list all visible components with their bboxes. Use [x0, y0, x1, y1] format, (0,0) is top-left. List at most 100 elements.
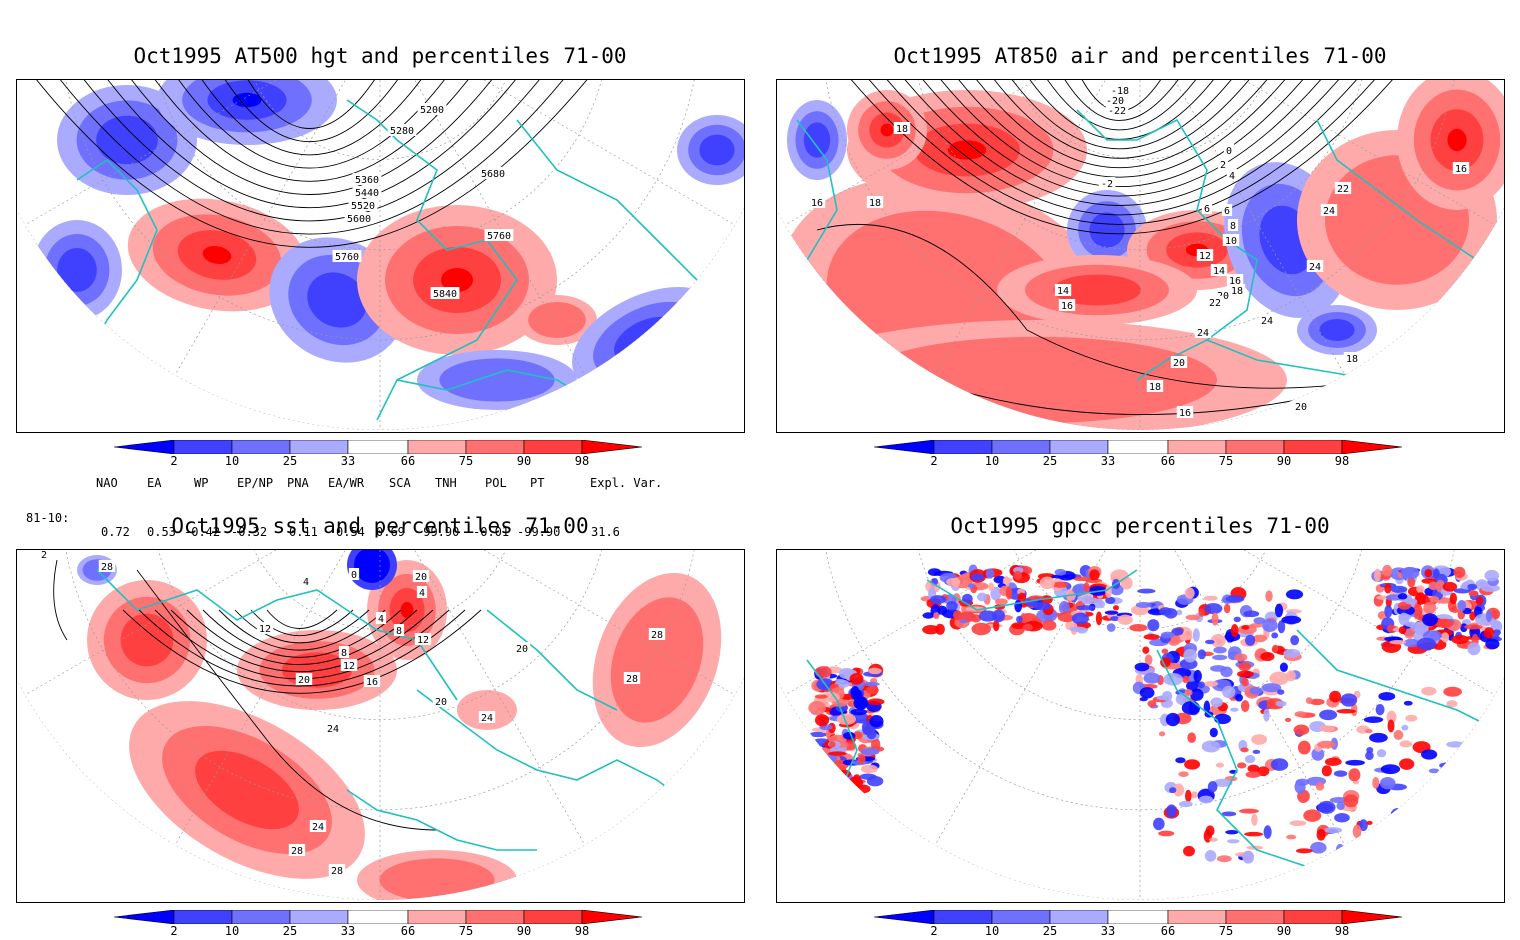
indices-header-row: NAO EA WP EP/NP PNA EA/WR SCA TNH POL PT Expl. Var… [0, 476, 760, 492]
colorbar-tick-label: 98 [574, 454, 590, 468]
svg-text:-18: -18 [1111, 86, 1129, 97]
colorbar-tick-label: 66 [1160, 924, 1176, 938]
svg-text:5360: 5360 [355, 175, 379, 186]
colorbar-tick-label: 33 [1100, 924, 1116, 938]
contour-label-sst: 24 [324, 722, 342, 735]
contour-label-air: 16 [1226, 274, 1244, 287]
svg-text:2: 2 [1220, 160, 1226, 171]
svg-text:5840: 5840 [433, 289, 457, 300]
svg-text:-20: -20 [1106, 96, 1124, 107]
index-header: Expl. Var. [590, 476, 663, 490]
contour-label-sst: 0 [348, 568, 360, 581]
svg-text:14: 14 [1213, 266, 1225, 277]
svg-text:12: 12 [417, 635, 429, 646]
contour-label-air: 16 [808, 196, 826, 209]
contour-label-hgt: 5440 [352, 186, 382, 199]
svg-text:18: 18 [1231, 286, 1243, 297]
indices-row-label: 81-10: [26, 511, 70, 525]
svg-text:24: 24 [1197, 328, 1209, 339]
svg-text:12: 12 [343, 661, 355, 672]
index-value: 0.11 [289, 525, 318, 539]
svg-text:22: 22 [1209, 298, 1221, 309]
contour-label-air: -20 [1103, 94, 1127, 107]
contour-label-sst: 4 [375, 612, 387, 625]
contour-label-air: 0 [1223, 144, 1235, 157]
svg-text:5520: 5520 [351, 201, 375, 212]
colorbar-tick-label: 2 [930, 924, 938, 938]
contour-label-sst: 4 [300, 575, 312, 588]
map-panel-sst: 2 28 4 0 20 4 8 4 12 8 12 20 16 12 20 24 24 20 28 28 24 28 28 [16, 549, 745, 903]
svg-text:12: 12 [1199, 251, 1211, 262]
contour-label-air: 18 [866, 196, 884, 209]
index-value: -0.01 [473, 525, 510, 539]
svg-text:24: 24 [327, 724, 339, 735]
contour-label-sst: 8 [393, 624, 405, 637]
contour-label-air: 16 [1452, 162, 1470, 175]
contour-label-air: 18 [1228, 284, 1246, 297]
colorbar-tick-label: 66 [400, 924, 416, 938]
contour-label-sst: 12 [414, 633, 432, 646]
contour-label-air: 14 [1054, 284, 1072, 297]
index-value: -0.42 [184, 525, 221, 539]
svg-text:0: 0 [351, 570, 357, 581]
contour-label-hgt: 5520 [348, 199, 378, 212]
contour-label-sst: 20 [295, 673, 313, 686]
index-header: SCA [389, 476, 411, 490]
svg-text:4: 4 [378, 614, 384, 625]
svg-text:20: 20 [298, 675, 310, 686]
contour-label-air: 20 [1170, 356, 1188, 369]
svg-text:5440: 5440 [355, 188, 379, 199]
svg-text:24: 24 [1261, 316, 1273, 327]
svg-text:-22: -22 [1108, 106, 1126, 117]
svg-text:5760: 5760 [335, 252, 359, 263]
svg-text:28: 28 [291, 846, 303, 857]
colorbar-tick-label: 75 [1218, 924, 1234, 938]
contour-label-sst: 28 [328, 864, 346, 877]
map-gpcc [777, 550, 1504, 902]
index-value: 31.6 [591, 525, 620, 539]
svg-text:5760: 5760 [487, 231, 511, 242]
svg-text:18: 18 [1149, 382, 1161, 393]
colorbar-tick-label: 25 [1042, 924, 1058, 938]
svg-text:12: 12 [259, 624, 271, 635]
contour-label-air: 18 [893, 122, 911, 135]
svg-text:8: 8 [1230, 221, 1236, 232]
svg-text:20: 20 [415, 572, 427, 583]
map-air: 18-18-20-22162046-2161868101214161820222… [777, 80, 1504, 432]
index-header: TNH [435, 476, 457, 490]
index-header: PNA [287, 476, 309, 490]
colorbar-gpcc: 2 10 25 33 66 75 90 98 [874, 910, 1414, 940]
contour-label-sst: 12 [340, 659, 358, 672]
svg-text:18: 18 [1346, 354, 1358, 365]
contour-label-air: 10 [1222, 234, 1240, 247]
svg-text:5600: 5600 [347, 214, 371, 225]
contour-label-sst: 24 [309, 820, 327, 833]
svg-text:16: 16 [366, 677, 378, 688]
colorbar-tick-label: 75 [458, 924, 474, 938]
contour-label-sst: 28 [98, 560, 116, 573]
contour-label-sst: 24 [478, 711, 496, 724]
panel-title-air: Oct1995 AT850 air and percentiles 71-00 [893, 44, 1387, 68]
colorbar-tick-label: 25 [282, 454, 298, 468]
colorbar-tick-label: 75 [458, 454, 474, 468]
svg-text:20: 20 [435, 697, 447, 708]
colorbar-tick-label: 33 [1100, 454, 1116, 468]
colorbar-air: 2 10 25 33 66 75 90 98 [874, 440, 1414, 470]
svg-text:24: 24 [481, 713, 493, 724]
svg-text:28: 28 [101, 562, 113, 573]
colorbar-tick-label: 10 [224, 454, 240, 468]
colorbar-tick-label: 75 [1218, 454, 1234, 468]
contour-label-air: -18 [1108, 84, 1132, 97]
index-header: PT [530, 476, 545, 490]
contour-label-air: 4 [1226, 169, 1238, 182]
contour-label-sst: 4 [416, 586, 428, 599]
contour-label-air: 14 [1210, 264, 1228, 277]
colorbar-tick-label: 90 [1276, 454, 1292, 468]
contour-label-air: 22 [1206, 296, 1224, 309]
contour-label-air: 24 [1306, 260, 1324, 273]
contour-label-air: 24 [1258, 314, 1276, 327]
map-panel-air: 18-18-20-22162046-2161868101214161820222… [776, 79, 1505, 433]
svg-text:16: 16 [811, 198, 823, 209]
contour-label-sst: 16 [363, 675, 381, 688]
map-panel-gpcc [776, 549, 1505, 903]
